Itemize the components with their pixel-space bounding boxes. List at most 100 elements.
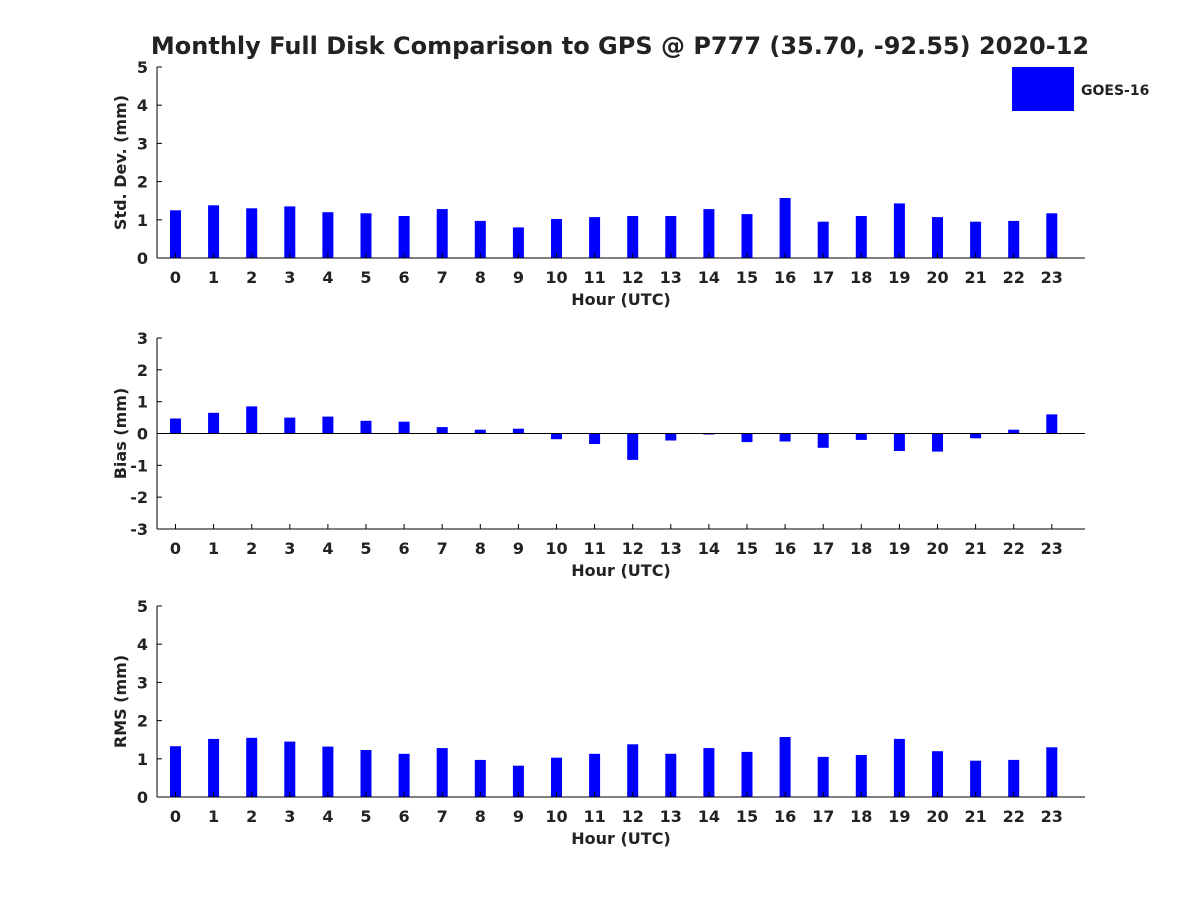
x-tick-label: 19 <box>888 807 910 826</box>
bias-bar <box>665 433 677 441</box>
x-tick-label: 11 <box>583 268 605 287</box>
rms-bar <box>208 738 220 797</box>
x-tick-label: 17 <box>812 268 834 287</box>
y-tick-label: 4 <box>137 635 148 654</box>
x-tick-label: 9 <box>513 268 524 287</box>
y-tick-label: -2 <box>130 488 148 507</box>
rms-bar <box>627 744 639 797</box>
bias-bar <box>322 416 334 434</box>
y-tick-label: 2 <box>137 712 148 731</box>
std-dev-bar <box>436 209 448 258</box>
std-dev-bar <box>1046 213 1058 258</box>
bias-axis-label: Bias (mm) <box>111 388 130 480</box>
std-dev-bar <box>779 198 791 258</box>
x-tick-label: 15 <box>736 807 758 826</box>
x-tick-label: 9 <box>513 539 524 558</box>
x-tick-label: 22 <box>1003 539 1025 558</box>
rms-bar <box>855 755 867 797</box>
std-dev-bar <box>589 217 601 258</box>
std-dev-bar <box>970 221 982 258</box>
x-tick-label: 7 <box>437 539 448 558</box>
x-tick-label: 13 <box>660 539 682 558</box>
x-tick-label: 5 <box>360 807 371 826</box>
legend-swatch <box>1012 67 1074 111</box>
y-tick-label: 2 <box>137 361 148 380</box>
x-tick-label: 22 <box>1003 807 1025 826</box>
rms-bar <box>1046 747 1058 797</box>
rms-bar <box>665 753 677 797</box>
x-tick-label: 14 <box>698 539 720 558</box>
x-tick-label: 4 <box>322 539 333 558</box>
bias-bar <box>170 418 181 434</box>
x-tick-label: 12 <box>622 539 644 558</box>
x-tick-label: 18 <box>850 807 872 826</box>
x-tick-label: 7 <box>437 268 448 287</box>
x-tick-label: 12 <box>622 807 644 826</box>
x-tick-label: 11 <box>583 539 605 558</box>
rms-bar <box>1008 759 1020 797</box>
std-dev-bar <box>360 213 372 258</box>
rms-bar <box>703 748 715 797</box>
x-tick-label: 13 <box>660 807 682 826</box>
y-tick-label: 3 <box>137 134 148 153</box>
bias-bar <box>208 412 220 434</box>
x-tick-label: 8 <box>475 539 486 558</box>
rms-bar <box>322 746 334 797</box>
x-tick-label: 6 <box>399 807 410 826</box>
x-tick-label: 5 <box>360 539 371 558</box>
x-tick-label: 19 <box>888 539 910 558</box>
x-tick-label: 3 <box>284 807 295 826</box>
rms-axis-label: RMS (mm) <box>111 655 130 748</box>
x-tick-label: 8 <box>475 807 486 826</box>
x-tick-label: 17 <box>812 539 834 558</box>
x-tick-label: 8 <box>475 268 486 287</box>
x-tick-label: 16 <box>774 539 796 558</box>
x-tick-label: 14 <box>698 268 720 287</box>
rms-bar <box>551 757 562 797</box>
rms-bar <box>817 756 829 797</box>
bias-bar <box>855 433 867 440</box>
x-tick-label: 1 <box>208 539 219 558</box>
y-tick-label: -3 <box>130 520 148 539</box>
x-tick-label: 6 <box>399 539 410 558</box>
x-tick-label: 22 <box>1003 268 1025 287</box>
chart-title: Monthly Full Disk Comparison to GPS @ P7… <box>151 32 1089 60</box>
x-tick-label: 19 <box>888 268 910 287</box>
std-dev-bar <box>817 221 829 258</box>
x-tick-label: 2 <box>246 807 257 826</box>
y-tick-label: 0 <box>137 249 148 268</box>
x-tick-label: 0 <box>170 268 181 287</box>
x-tick-label: 4 <box>322 268 333 287</box>
x-tick-label: 2 <box>246 539 257 558</box>
legend: GOES-16 <box>1012 67 1149 111</box>
bias-bar <box>1046 414 1058 434</box>
x-tick-label: 18 <box>850 268 872 287</box>
bias-bar <box>779 433 791 442</box>
bias-bar <box>512 428 524 434</box>
rms-bar <box>398 753 410 797</box>
std-dev-bar <box>170 210 181 259</box>
x-tick-label: 2 <box>246 268 257 287</box>
std-dev-bar <box>398 216 410 258</box>
rms-bar <box>589 753 601 797</box>
y-tick-label: 5 <box>137 58 148 77</box>
x-tick-label: 6 <box>399 268 410 287</box>
rms-bar <box>284 741 296 797</box>
std-dev-bar <box>627 216 639 258</box>
std-dev-bar <box>551 219 562 258</box>
bias-bar <box>817 433 829 448</box>
x-tick-label: 17 <box>812 807 834 826</box>
bias-bar <box>1008 429 1020 434</box>
std-dev-bar <box>208 205 220 258</box>
rms-bar <box>512 765 524 797</box>
x-tick-label: 20 <box>926 268 948 287</box>
bias-bar <box>246 406 258 434</box>
x-axis-label: Hour (UTC) <box>571 290 671 309</box>
std-dev-bar <box>741 214 753 258</box>
x-tick-label: 21 <box>964 539 986 558</box>
rms-bar <box>779 737 791 797</box>
